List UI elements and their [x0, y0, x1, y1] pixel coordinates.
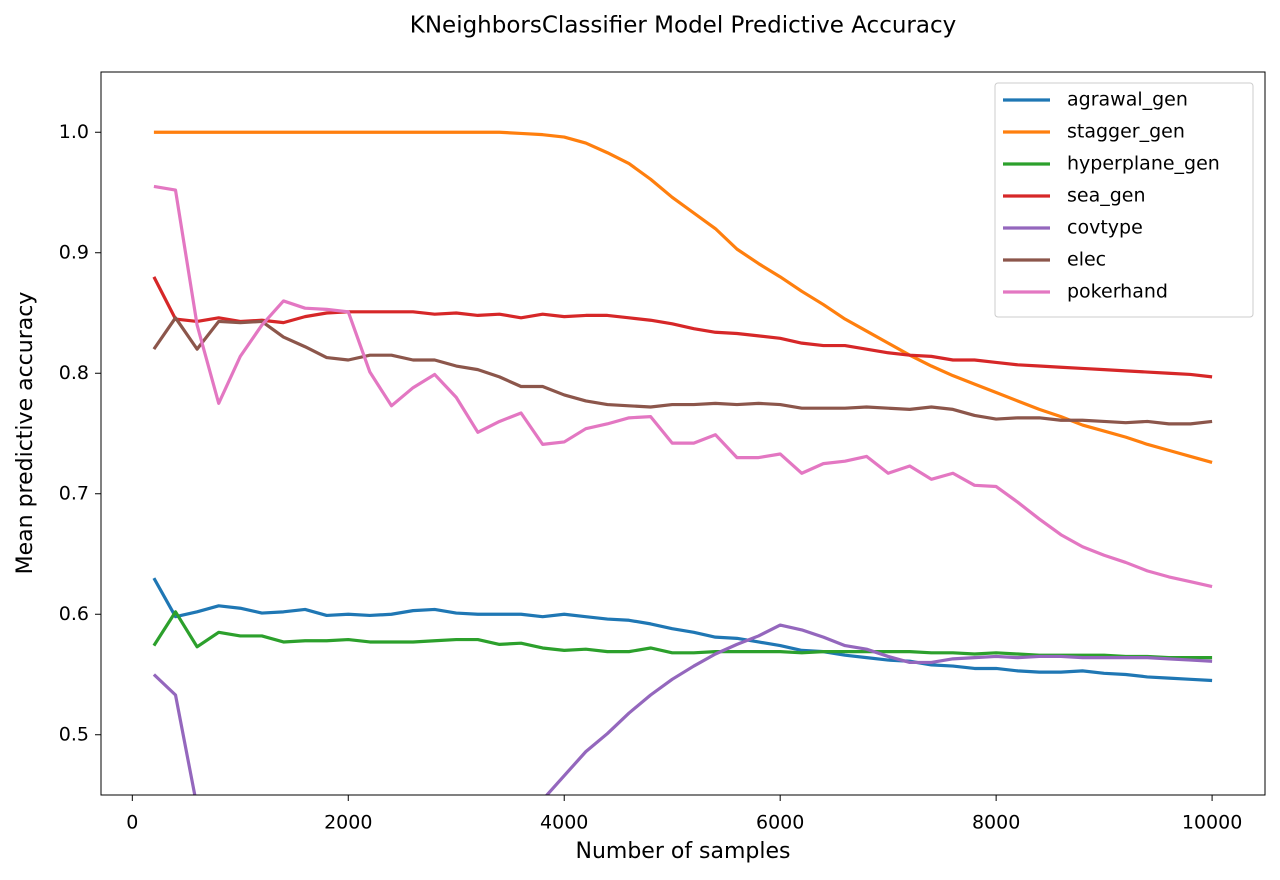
x-tick-label: 10000: [1182, 812, 1242, 834]
chart-title: KNeighborsClassifier Model Predictive Ac…: [410, 13, 956, 39]
legend-label: agrawal_gen: [1067, 89, 1188, 111]
y-tick-label: 1.0: [59, 121, 89, 143]
series-line: [152, 610, 1213, 660]
x-tick-label: 2000: [324, 812, 372, 834]
series-line: [153, 184, 1213, 589]
y-tick-label: 0.8: [59, 362, 89, 384]
series-line: [152, 577, 1213, 683]
x-tick-label: 6000: [756, 812, 804, 834]
series-line: [152, 276, 1213, 379]
legend-label: covtype: [1067, 217, 1143, 239]
legend-label: elec: [1067, 249, 1106, 271]
x-tick-label: 8000: [972, 812, 1020, 834]
x-tick-label: 0: [126, 812, 138, 834]
y-axis-label: Mean predictive accuracy: [13, 292, 38, 575]
legend-label: sea_gen: [1067, 185, 1146, 207]
y-tick-label: 0.9: [59, 241, 89, 263]
y-tick-label: 0.7: [59, 482, 89, 504]
axes-frame: [100, 71, 1266, 796]
plot-area: [152, 130, 1213, 795]
y-tick-label: 0.5: [59, 723, 89, 745]
legend-label: hyperplane_gen: [1067, 153, 1220, 175]
legend-label: pokerhand: [1067, 281, 1168, 303]
x-axis-label: Number of samples: [575, 839, 790, 864]
legend-label: stagger_gen: [1067, 121, 1185, 143]
series-line: [152, 316, 1213, 426]
y-tick-label: 0.6: [59, 603, 89, 625]
series-line: [153, 130, 1213, 464]
series-line: [152, 623, 1213, 795]
legend-box: [994, 82, 1254, 318]
x-tick-label: 4000: [540, 812, 588, 834]
legend: agrawal_gen stagger_gen hyperplane_gen sea_…: [994, 82, 1254, 318]
